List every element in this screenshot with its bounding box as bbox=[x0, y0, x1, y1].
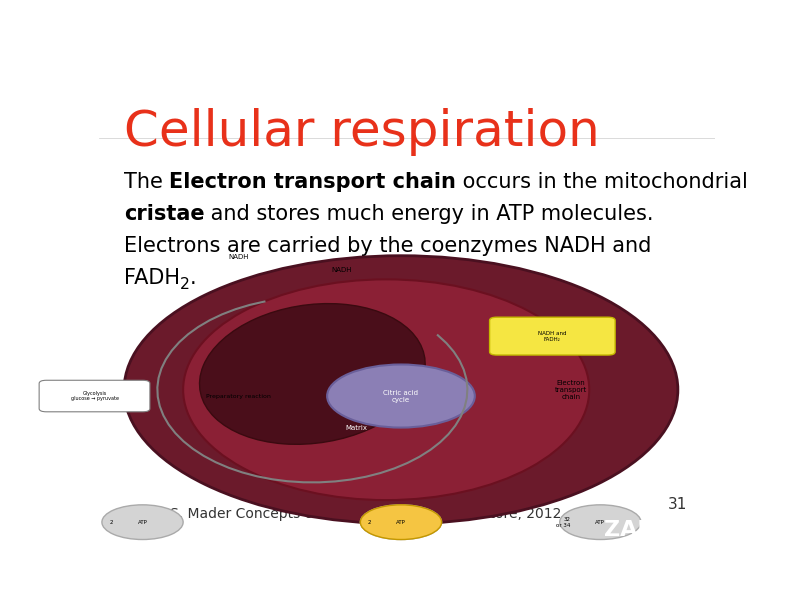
Text: Glycolysis
glucose → pyruvate: Glycolysis glucose → pyruvate bbox=[71, 391, 118, 402]
Text: FADH: FADH bbox=[124, 268, 180, 289]
Text: Matrix: Matrix bbox=[345, 425, 368, 431]
FancyBboxPatch shape bbox=[490, 317, 615, 355]
Text: ATP: ATP bbox=[596, 519, 605, 525]
Text: ATP: ATP bbox=[396, 519, 406, 525]
Text: ZANICHELLI: ZANICHELLI bbox=[603, 520, 750, 540]
Text: 2: 2 bbox=[180, 277, 190, 292]
Circle shape bbox=[327, 365, 475, 428]
Text: The: The bbox=[124, 172, 169, 192]
Text: Electron transport chain: Electron transport chain bbox=[169, 172, 457, 192]
Ellipse shape bbox=[199, 303, 426, 444]
Circle shape bbox=[360, 505, 441, 540]
Text: NADH: NADH bbox=[332, 267, 353, 273]
Text: ATP: ATP bbox=[396, 519, 406, 525]
Circle shape bbox=[360, 505, 441, 540]
Text: NADH: NADH bbox=[228, 254, 249, 260]
Text: Citric acid
cycle: Citric acid cycle bbox=[384, 390, 418, 403]
Text: and stores much energy in ATP molecules.: and stores much energy in ATP molecules. bbox=[205, 204, 654, 224]
Ellipse shape bbox=[183, 279, 589, 500]
Text: 2: 2 bbox=[110, 519, 113, 525]
Text: ATP: ATP bbox=[137, 519, 148, 525]
Text: Electron
transport
chain: Electron transport chain bbox=[555, 380, 587, 400]
Text: 2: 2 bbox=[368, 519, 372, 525]
Text: occurs in the mitochondrial: occurs in the mitochondrial bbox=[457, 172, 748, 192]
Ellipse shape bbox=[124, 256, 678, 524]
Text: 32
or 34: 32 or 34 bbox=[557, 517, 571, 528]
Text: Cellular respiration: Cellular respiration bbox=[124, 108, 599, 156]
Text: 31: 31 bbox=[668, 497, 688, 512]
Text: Electrons are carried by the coenzymes NADH and: Electrons are carried by the coenzymes N… bbox=[124, 236, 651, 256]
Text: Sylvia S. Mader Concepts of Biology © Zanichelli editore, 2012: Sylvia S. Mader Concepts of Biology © Za… bbox=[124, 508, 561, 521]
Circle shape bbox=[560, 505, 641, 540]
Text: .: . bbox=[190, 268, 196, 289]
Text: NADH and
FADH₂: NADH and FADH₂ bbox=[538, 331, 567, 342]
Text: 2: 2 bbox=[368, 519, 372, 525]
Text: Preparatory reaction: Preparatory reaction bbox=[206, 393, 271, 399]
FancyBboxPatch shape bbox=[39, 380, 150, 412]
Text: cristae: cristae bbox=[124, 204, 205, 224]
Circle shape bbox=[102, 505, 183, 540]
